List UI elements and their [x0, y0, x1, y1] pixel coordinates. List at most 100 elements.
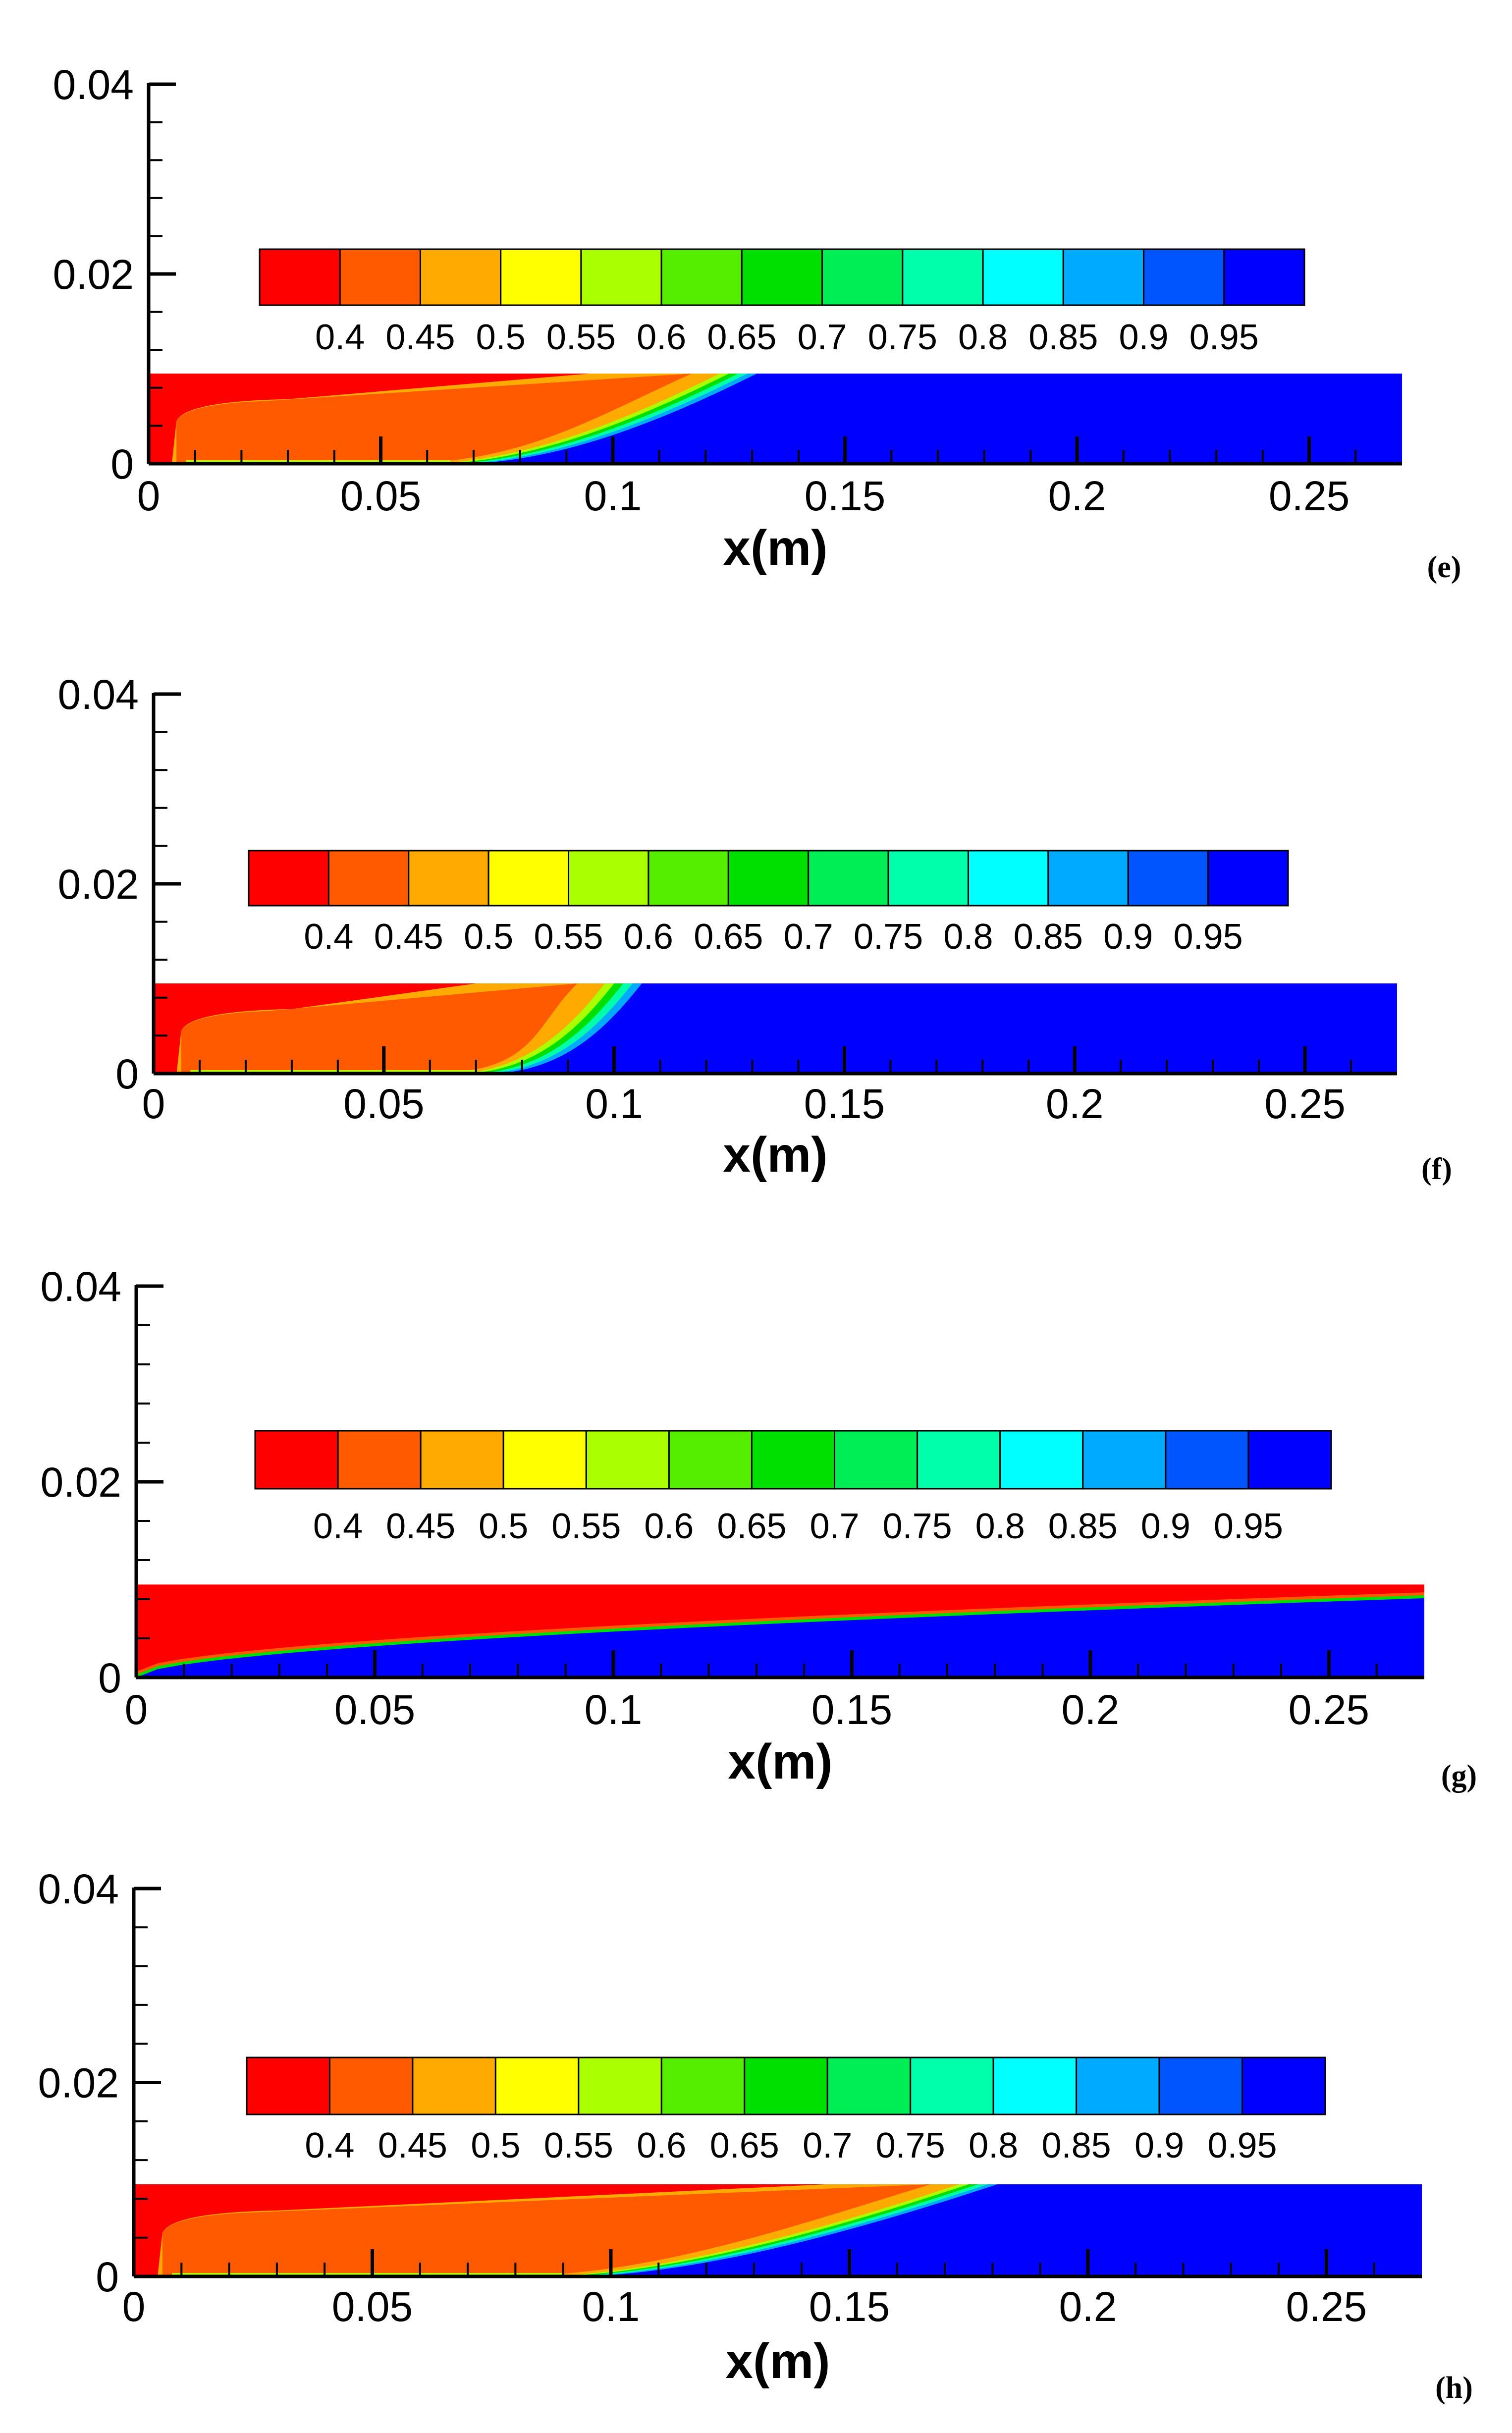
colorbar-swatch	[248, 850, 329, 907]
domain-red	[134, 2184, 826, 2276]
colorbar-swatch	[1242, 2056, 1326, 2115]
colorbar-label: 0.7	[810, 1507, 859, 1546]
colorbar-label: 0.75	[868, 318, 937, 357]
domain-blue	[136, 1598, 1424, 1677]
x-tick-label: 0.2	[1062, 1686, 1120, 1733]
x-tick-label: 0	[125, 1686, 148, 1733]
x-tick-label: 0.15	[804, 1081, 885, 1127]
colorbar-swatch	[741, 248, 823, 306]
colorbar-label: 0.95	[1174, 917, 1243, 957]
colorbar-swatch	[254, 1430, 339, 1490]
colorbar-swatch	[727, 850, 810, 907]
colorbar-label: 0.95	[1189, 318, 1259, 357]
y-tick-label: 0	[96, 2254, 119, 2300]
colorbar-label: 0.85	[1014, 917, 1083, 957]
x-tick-label: 0.25	[1289, 1686, 1370, 1733]
colorbar-label: 0.8	[975, 1507, 1025, 1546]
domain-orange	[181, 983, 578, 1074]
colorbar-label: 0.45	[386, 1507, 455, 1546]
colorbar-swatch	[408, 850, 489, 907]
colorbar-swatch	[585, 1430, 670, 1490]
colorbar-label: 0.5	[464, 917, 513, 957]
colorbar-swatch	[1082, 1430, 1167, 1490]
colorbar-label: 0.9	[1134, 2126, 1184, 2165]
colorbar-label: 0.95	[1214, 1507, 1283, 1546]
x-tick-label: 0.25	[1286, 2283, 1367, 2330]
colorbar-swatch	[500, 248, 582, 306]
y-tick-label: 0	[115, 1051, 139, 1097]
colorbar-label: 0.9	[1119, 318, 1168, 357]
chart-svg: 0 0.05 0.1 0.15 0.2 0.25 0 0.02 0.04 0.4 0.45 0.5 0.…	[38, 1866, 1473, 2405]
colorbar-swatch	[259, 248, 341, 306]
colorbar-swatch	[1207, 850, 1289, 907]
colorbar-label: 0.65	[710, 2126, 779, 2165]
domain-red	[149, 374, 590, 464]
colorbar-swatch	[1127, 850, 1209, 907]
colorbar-swatch	[580, 248, 662, 306]
colorbar-label: 0.8	[958, 318, 1008, 357]
y-tick-label: 0.02	[41, 1459, 122, 1506]
domain-orange	[162, 2184, 931, 2276]
x-axis-label: x(m)	[723, 1127, 827, 1183]
x-tick-label: 0.05	[332, 2283, 413, 2330]
colorbar-swatch	[751, 1430, 836, 1490]
x-tick-label: 0.1	[582, 2283, 640, 2330]
colorbar-swatch	[1047, 850, 1129, 907]
colorbar-swatch	[660, 2056, 746, 2115]
colorbar-swatch	[568, 850, 649, 907]
x-axis-label: x(m)	[728, 1734, 832, 1789]
y-tick-label: 0	[110, 441, 134, 487]
colorbar-swatch	[1158, 2056, 1243, 2115]
colorbar-label: 0.6	[637, 2126, 686, 2165]
panel-label: (g)	[1441, 1759, 1477, 1793]
colorbar-label: 0.5	[471, 2126, 520, 2165]
colorbar-label: 0.5	[479, 1507, 528, 1546]
panel-label: (f)	[1421, 1152, 1452, 1186]
domain-red	[154, 983, 476, 1074]
colorbar-swatch	[982, 248, 1064, 306]
x-tick-label: 0.05	[343, 1081, 425, 1127]
colorbar-swatch	[668, 1430, 753, 1490]
colorbar-swatch	[834, 1430, 918, 1490]
colorbar-label: 0.4	[304, 917, 353, 957]
colorbar-swatch	[808, 850, 889, 907]
x-tick-label: 0.2	[1048, 473, 1106, 519]
x-tick-label: 0.1	[585, 1081, 643, 1127]
x-tick-label: 0.2	[1046, 1081, 1104, 1127]
colorbar-label: 0.75	[876, 2126, 945, 2165]
colorbar-swatch	[419, 248, 502, 306]
colorbar-swatch	[339, 248, 421, 306]
x-tick-label: 0.1	[584, 473, 642, 519]
y-tick-label: 0.02	[38, 2060, 119, 2107]
y-tick-label: 0	[98, 1655, 121, 1701]
colorbar-label: 0.85	[1028, 318, 1098, 357]
x-tick-label: 0.25	[1264, 1081, 1346, 1127]
x-tick-label: 0.25	[1269, 473, 1350, 519]
colorbar-swatch	[494, 2056, 580, 2115]
colorbar-label: 0.45	[385, 318, 455, 357]
chart-panel: 0 0.05 0.1 0.15 0.2 0.25 0 0.02 0.04 0.4 0.45 0.5 0.…	[0, 0, 1512, 607]
colorbar-swatch	[1062, 248, 1145, 306]
colorbar-label: 0.6	[637, 318, 686, 357]
colorbar-label: 0.85	[1048, 1507, 1118, 1546]
x-tick-label: 0.15	[809, 2283, 890, 2330]
colorbar-label: 0.6	[644, 1507, 694, 1546]
x-tick-label: 0.05	[340, 473, 422, 519]
colorbar-label: 0.75	[854, 917, 923, 957]
colorbar-swatch	[412, 2056, 496, 2115]
colorbar-label: 0.7	[784, 917, 833, 957]
colorbar-label: 0.9	[1141, 1507, 1190, 1546]
x-axis-label: x(m)	[725, 2333, 830, 2389]
colorbar-swatch	[910, 2056, 994, 2115]
panel-label: (e)	[1427, 550, 1461, 584]
colorbar-swatch	[337, 1430, 422, 1490]
x-tick-label: 0.15	[811, 1686, 893, 1733]
colorbar-swatch	[502, 1430, 587, 1490]
colorbar-swatch	[999, 1430, 1084, 1490]
colorbar-swatch	[327, 850, 410, 907]
colorbar-label: 0.75	[883, 1507, 952, 1546]
x-tick-label: 0.2	[1059, 2283, 1117, 2330]
colorbar-label: 0.55	[544, 2126, 613, 2165]
colorbar-label: 0.8	[943, 917, 993, 957]
y-tick-label: 0.02	[53, 251, 134, 298]
